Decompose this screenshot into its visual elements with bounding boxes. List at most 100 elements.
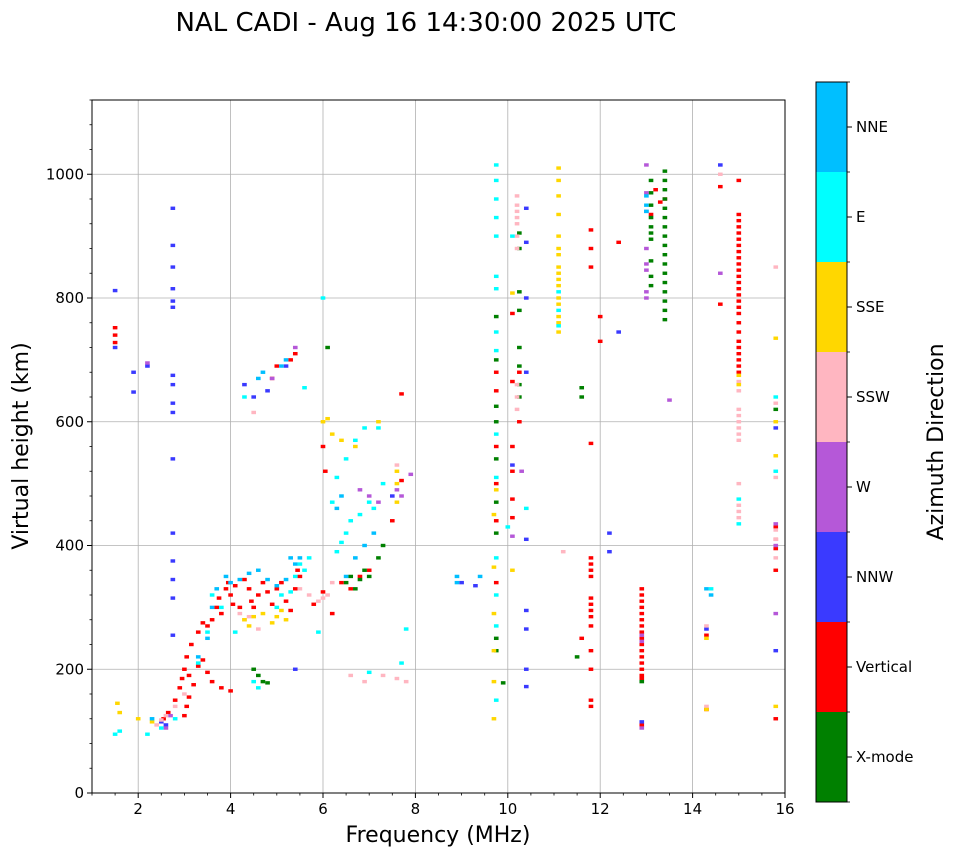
data-point bbox=[230, 602, 236, 606]
colorbar-label: SSE bbox=[856, 298, 885, 316]
data-point bbox=[288, 358, 293, 362]
data-point bbox=[260, 611, 266, 616]
data-point bbox=[362, 426, 367, 430]
data-point bbox=[459, 580, 464, 585]
data-point bbox=[718, 184, 723, 189]
data-point bbox=[517, 364, 522, 368]
y-tick-label: 600 bbox=[55, 413, 84, 431]
data-point bbox=[311, 602, 317, 606]
data-point bbox=[394, 488, 400, 492]
data-point bbox=[316, 599, 321, 603]
data-point bbox=[339, 494, 344, 498]
data-point bbox=[579, 636, 585, 641]
data-point bbox=[339, 540, 344, 545]
data-point bbox=[718, 172, 723, 176]
data-point bbox=[366, 568, 372, 572]
data-point bbox=[265, 681, 270, 685]
data-point bbox=[242, 577, 247, 582]
data-point bbox=[491, 717, 497, 721]
data-point bbox=[662, 290, 668, 294]
data-point bbox=[306, 593, 312, 597]
data-point bbox=[269, 602, 275, 606]
data-point bbox=[639, 587, 645, 591]
data-point bbox=[736, 509, 742, 514]
data-point bbox=[186, 673, 192, 678]
data-point bbox=[514, 222, 520, 226]
data-point bbox=[662, 317, 668, 322]
data-point bbox=[209, 605, 215, 610]
data-point bbox=[228, 689, 233, 693]
data-point bbox=[343, 580, 349, 585]
data-point bbox=[371, 531, 377, 535]
data-point bbox=[662, 243, 668, 248]
data-point bbox=[588, 704, 594, 709]
data-point bbox=[242, 382, 247, 387]
data-point bbox=[493, 481, 499, 486]
data-point bbox=[117, 729, 123, 733]
data-point bbox=[639, 642, 645, 647]
data-point bbox=[523, 506, 529, 511]
data-point bbox=[718, 163, 723, 167]
data-point bbox=[306, 556, 312, 560]
data-point bbox=[205, 636, 210, 641]
data-point bbox=[736, 330, 742, 334]
data-point bbox=[170, 457, 176, 461]
data-point bbox=[662, 225, 668, 229]
data-point bbox=[260, 679, 266, 684]
data-point bbox=[145, 361, 150, 365]
data-point bbox=[200, 658, 206, 662]
data-point bbox=[219, 686, 224, 690]
data-point bbox=[283, 618, 289, 622]
data-point bbox=[493, 698, 499, 702]
data-point bbox=[556, 277, 561, 282]
data-point bbox=[736, 389, 742, 393]
data-point bbox=[514, 215, 520, 220]
data-point bbox=[274, 605, 280, 610]
data-point bbox=[399, 661, 404, 665]
data-point bbox=[510, 568, 515, 572]
data-point bbox=[292, 351, 298, 356]
data-point bbox=[708, 587, 714, 591]
data-point bbox=[648, 212, 654, 217]
data-point bbox=[320, 296, 326, 300]
data-point bbox=[493, 178, 499, 183]
data-point bbox=[353, 444, 358, 449]
data-point bbox=[523, 296, 529, 300]
x-tick-label: 6 bbox=[318, 800, 328, 818]
data-point bbox=[639, 648, 645, 653]
data-point bbox=[279, 364, 284, 368]
data-point bbox=[736, 280, 742, 285]
data-point bbox=[334, 506, 340, 511]
data-point bbox=[510, 463, 515, 467]
data-point bbox=[639, 593, 645, 597]
data-point bbox=[302, 386, 307, 390]
data-point bbox=[588, 441, 594, 446]
data-point bbox=[223, 587, 229, 591]
series-sse bbox=[115, 166, 779, 724]
data-point bbox=[773, 546, 779, 551]
data-point bbox=[556, 178, 561, 183]
data-point bbox=[736, 237, 742, 241]
data-point bbox=[639, 679, 645, 684]
data-point bbox=[639, 611, 645, 616]
data-point bbox=[517, 308, 522, 313]
colorbar-swatch bbox=[816, 712, 847, 802]
data-point bbox=[320, 420, 326, 424]
data-point bbox=[493, 488, 499, 492]
data-point bbox=[191, 683, 196, 687]
data-point bbox=[556, 166, 561, 170]
data-point bbox=[588, 602, 594, 606]
data-point bbox=[112, 345, 118, 350]
colorbar: X-mode Vertical NNW W SSW SSE E NNE bbox=[815, 81, 913, 803]
data-point bbox=[380, 481, 386, 486]
data-point bbox=[112, 333, 118, 337]
data-point bbox=[718, 271, 723, 275]
x-tick-label: 14 bbox=[683, 800, 702, 818]
data-point bbox=[556, 252, 561, 257]
data-point bbox=[704, 624, 709, 628]
data-point bbox=[736, 364, 742, 368]
data-point bbox=[773, 537, 779, 542]
data-point bbox=[339, 580, 344, 585]
colorbar-frame bbox=[815, 81, 848, 803]
data-point bbox=[320, 590, 326, 594]
